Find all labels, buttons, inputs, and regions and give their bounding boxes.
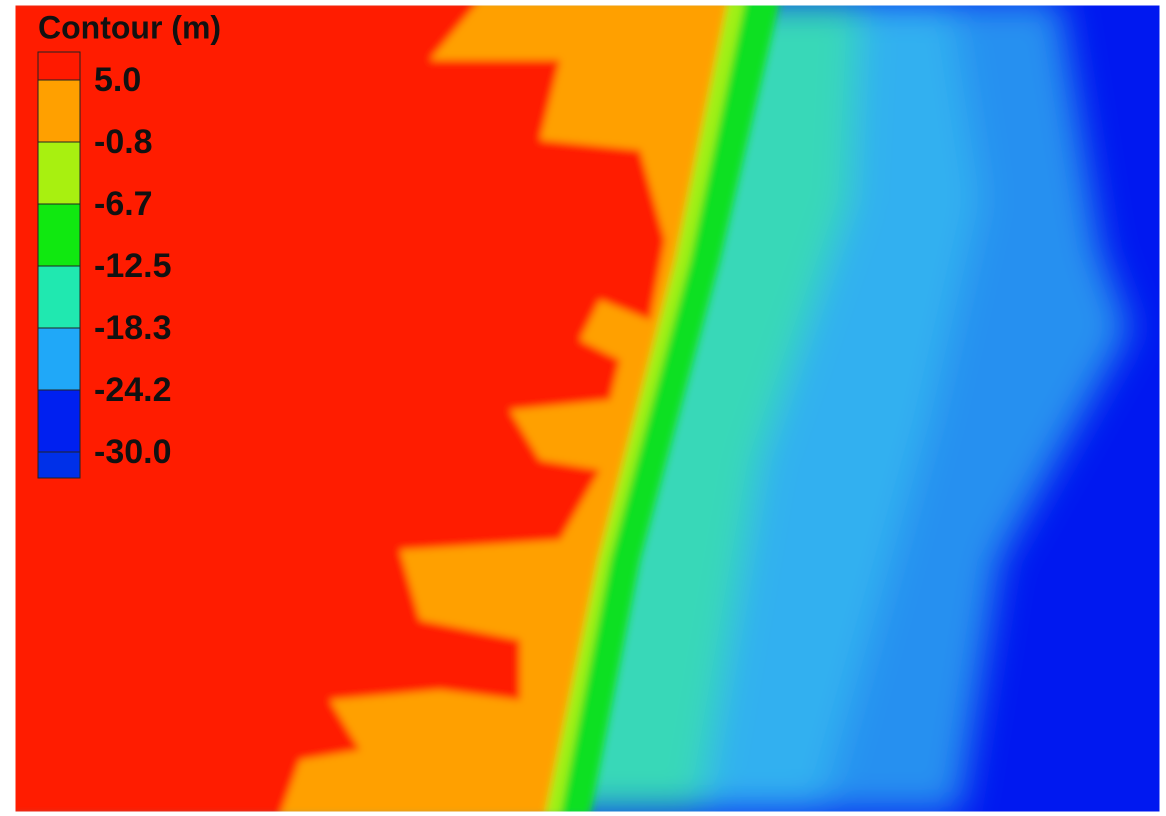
legend-label: -12.5 <box>94 247 172 285</box>
legend-label: -24.2 <box>94 371 172 409</box>
legend-label: -18.3 <box>94 309 172 347</box>
legend-swatch <box>38 390 80 452</box>
legend-swatch <box>38 452 80 478</box>
legend-swatch <box>38 80 80 142</box>
legend-swatch <box>38 52 80 80</box>
legend-swatch <box>38 204 80 266</box>
legend-label: 5.0 <box>94 61 141 99</box>
legend-swatch <box>38 142 80 204</box>
legend-swatch <box>38 328 80 390</box>
contour-map <box>0 0 1160 816</box>
legend-label: -30.0 <box>94 433 172 471</box>
legend-title: Contour (m) <box>38 9 221 45</box>
map-view: Contour (m) 5.0 -0.8 -6.7 -12.5 -18.3 -24.2 -3… <box>0 0 1166 816</box>
legend-swatch <box>38 266 80 328</box>
legend-label: -6.7 <box>94 185 153 223</box>
legend-label: -0.8 <box>94 123 153 161</box>
